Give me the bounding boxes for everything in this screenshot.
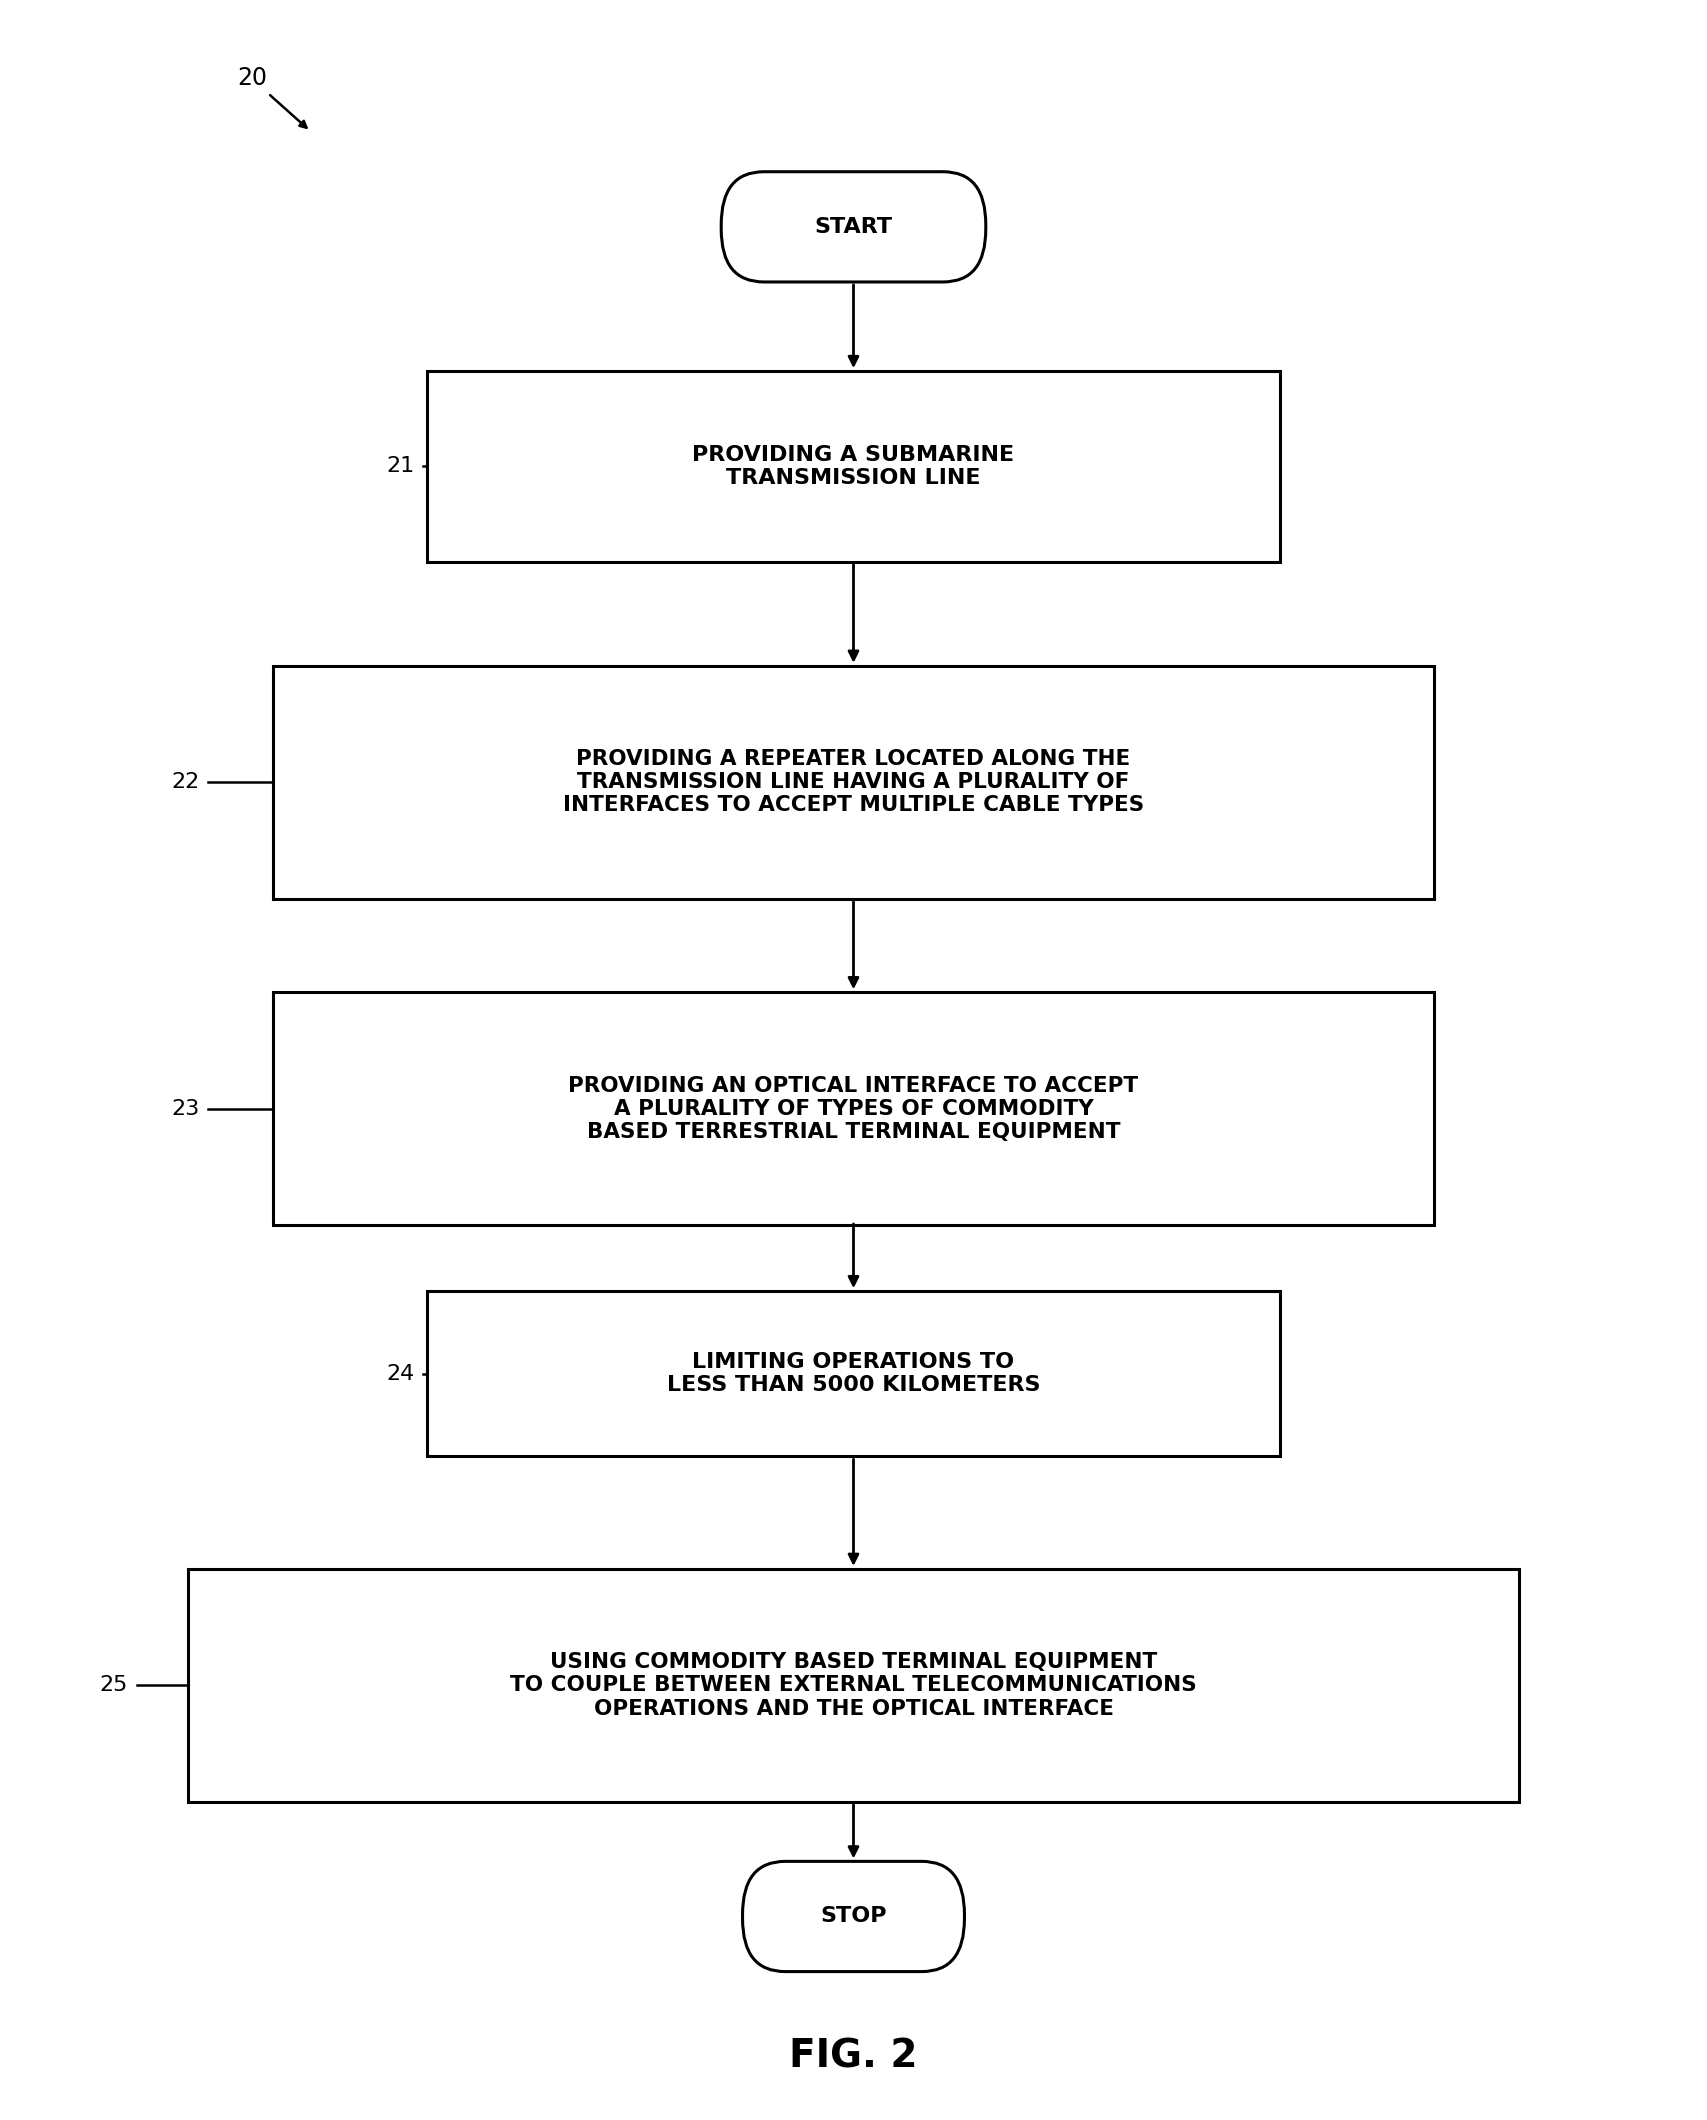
FancyBboxPatch shape [743,1861,964,1972]
Text: 21: 21 [386,456,415,477]
FancyBboxPatch shape [273,992,1434,1225]
FancyBboxPatch shape [427,1291,1280,1456]
Text: 20: 20 [237,66,268,91]
Text: START: START [814,216,893,237]
Text: 22: 22 [171,772,200,793]
FancyBboxPatch shape [427,371,1280,562]
Text: FIG. 2: FIG. 2 [789,2037,918,2075]
FancyBboxPatch shape [188,1569,1519,1802]
Text: PROVIDING A REPEATER LOCATED ALONG THE
TRANSMISSION LINE HAVING A PLURALITY OF
I: PROVIDING A REPEATER LOCATED ALONG THE T… [563,748,1144,816]
Text: 23: 23 [171,1098,200,1119]
Text: USING COMMODITY BASED TERMINAL EQUIPMENT
TO COUPLE BETWEEN EXTERNAL TELECOMMUNIC: USING COMMODITY BASED TERMINAL EQUIPMENT… [510,1651,1197,1719]
Text: LIMITING OPERATIONS TO
LESS THAN 5000 KILOMETERS: LIMITING OPERATIONS TO LESS THAN 5000 KI… [667,1353,1040,1395]
Text: PROVIDING A SUBMARINE
TRANSMISSION LINE: PROVIDING A SUBMARINE TRANSMISSION LINE [693,445,1014,488]
FancyBboxPatch shape [720,172,987,282]
Text: PROVIDING AN OPTICAL INTERFACE TO ACCEPT
A PLURALITY OF TYPES OF COMMODITY
BASED: PROVIDING AN OPTICAL INTERFACE TO ACCEPT… [568,1075,1139,1143]
FancyBboxPatch shape [273,666,1434,899]
Text: 24: 24 [386,1363,415,1384]
Text: 25: 25 [99,1675,128,1696]
Text: STOP: STOP [821,1906,886,1927]
